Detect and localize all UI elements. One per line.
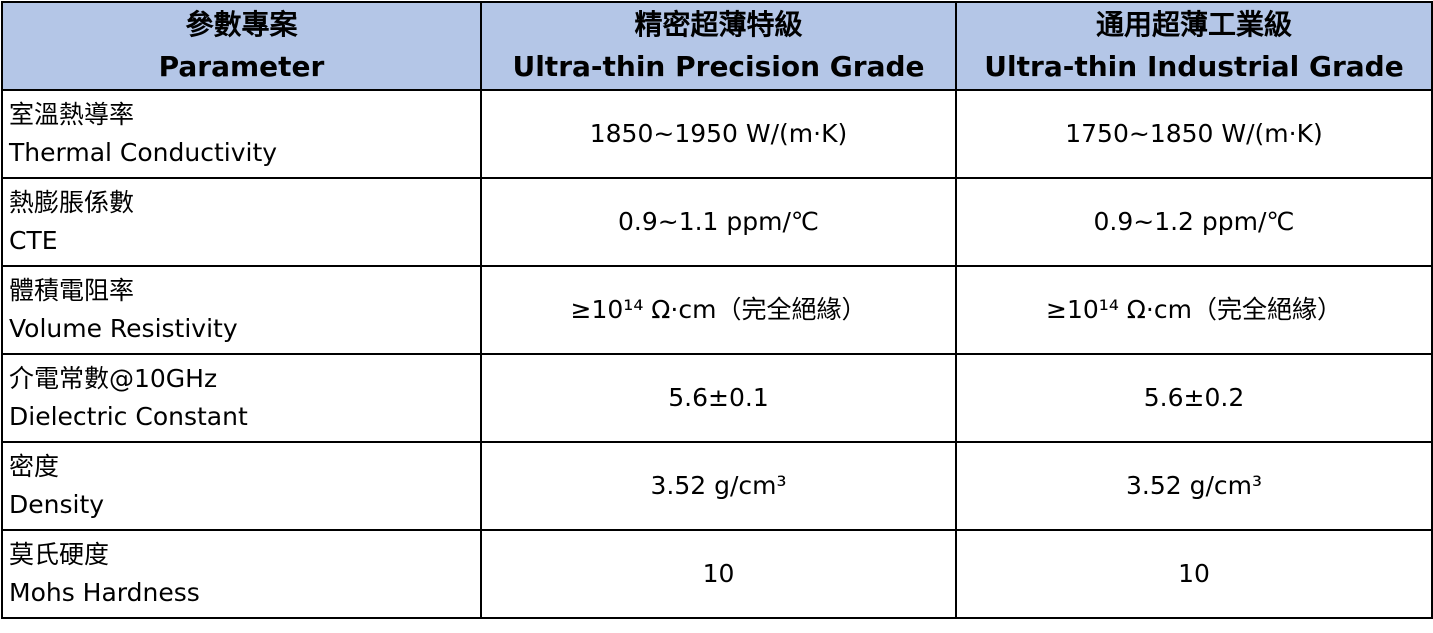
parameter-cell: 熱膨脹係數 CTE [1, 177, 482, 267]
value-cell: 5.6±0.2 [955, 353, 1433, 443]
table-row: 介電常數@10GHz Dielectric Constant 5.6±0.1 5.6±… [1, 353, 1433, 443]
parameter-text: Mohs Hardness [9, 578, 200, 607]
table-row: 熱膨脹係數 CTE 0.9~1.1 ppm/℃ 0.9~1.2 ppm/℃ [1, 177, 1433, 267]
table-row: 莫氏硬度 Mohs Hardness 10 10 [1, 529, 1433, 619]
parameter-cell: 介電常數@10GHz Dielectric Constant [1, 353, 482, 443]
parameter-cell: 體積電阻率 Volume Resistivity [1, 265, 482, 355]
parameter-text: 熱膨脹係數 [9, 188, 135, 217]
table-body: 室溫熱導率 Thermal Conductivity 1850~1950 W/(m·… [1, 89, 1433, 619]
value-cell: ≥10¹⁴ Ω·cm（完全絕緣） [480, 265, 957, 355]
value-cell: 1750~1850 W/(m·K) [955, 89, 1433, 179]
value-cell: 10 [955, 529, 1433, 619]
value-cell: 3.52 g/cm³ [955, 441, 1433, 531]
parameter-text: 莫氏硬度 [9, 540, 110, 569]
value-cell: 10 [480, 529, 957, 619]
parameter-text: 介電常數@10GHz [9, 364, 218, 393]
value-cell: 3.52 g/cm³ [480, 441, 957, 531]
header-cell: 通用超薄工業級 Ultra-thin Industrial Grade [955, 1, 1433, 91]
spec-table: 參數專案 Parameter 精密超薄特級 Ultra-thin Precision … [1, 1, 1433, 619]
value-cell: 1850~1950 W/(m·K) [480, 89, 957, 179]
parameter-text: 密度 [9, 452, 60, 481]
parameter-cell: 莫氏硬度 Mohs Hardness [1, 529, 482, 619]
header-text: 精密超薄特級 [634, 8, 803, 41]
table-row: 密度 Density 3.52 g/cm³ 3.52 g/cm³ [1, 441, 1433, 531]
parameter-text: Density [9, 490, 105, 519]
parameter-cell: 室溫熱導率 Thermal Conductivity [1, 89, 482, 179]
header-cell: 參數專案 Parameter [1, 1, 482, 91]
header-text: Ultra-thin Precision Grade [512, 50, 925, 83]
parameter-cell: 密度 Density [1, 441, 482, 531]
parameter-text: CTE [9, 226, 58, 255]
table-row: 室溫熱導率 Thermal Conductivity 1850~1950 W/(m·… [1, 89, 1433, 179]
table-row: 體積電阻率 Volume Resistivity ≥10¹⁴ Ω·cm（完全絕緣） ≥… [1, 265, 1433, 355]
header-text: Parameter [158, 50, 325, 83]
value-cell: 0.9~1.1 ppm/℃ [480, 177, 957, 267]
parameter-text: 體積電阻率 [9, 276, 135, 305]
header-text: Ultra-thin Industrial Grade [984, 50, 1404, 83]
header-row: 參數專案 Parameter 精密超薄特級 Ultra-thin Precision … [1, 1, 1433, 91]
header-cell: 精密超薄特級 Ultra-thin Precision Grade [480, 1, 957, 91]
header-text: 參數專案 [185, 8, 298, 41]
value-cell: ≥10¹⁴ Ω·cm（完全絕緣） [955, 265, 1433, 355]
parameter-text: Dielectric Constant [9, 402, 248, 431]
header-text: 通用超薄工業級 [1095, 8, 1292, 41]
value-cell: 5.6±0.1 [480, 353, 957, 443]
parameter-text: Thermal Conductivity [9, 138, 278, 167]
parameter-text: 室溫熱導率 [9, 100, 135, 129]
value-cell: 0.9~1.2 ppm/℃ [955, 177, 1433, 267]
parameter-text: Volume Resistivity [9, 314, 238, 343]
